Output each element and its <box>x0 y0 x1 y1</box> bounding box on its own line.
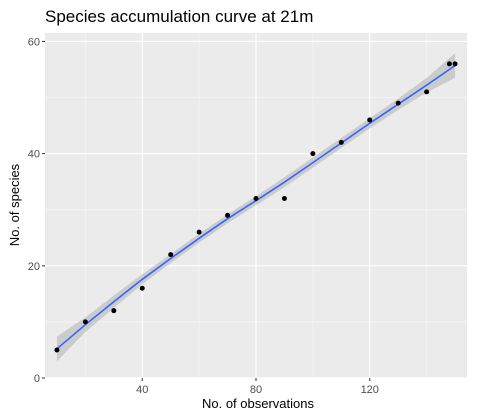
x-axis-label: No. of observations <box>202 396 315 411</box>
x-axis-ticks: 40 80 120 <box>136 378 379 396</box>
data-point <box>253 195 259 201</box>
data-point <box>111 308 117 314</box>
data-point <box>310 151 316 157</box>
data-point <box>367 117 373 123</box>
data-point <box>281 195 287 201</box>
y-axis-ticks: 0 20 40 60 <box>28 36 45 385</box>
confidence-ribbon <box>56 53 456 362</box>
data-point <box>452 61 458 67</box>
x-tick-label: 120 <box>361 384 379 396</box>
y-tick-label: 40 <box>28 149 40 161</box>
data-point <box>424 89 430 95</box>
data-point <box>139 285 145 291</box>
y-axis-label: No. of species <box>7 163 22 246</box>
y-tick-label: 20 <box>28 261 40 273</box>
y-tick-label: 0 <box>34 373 40 385</box>
data-point <box>196 229 202 235</box>
data-point <box>395 100 401 106</box>
data-points <box>54 61 458 353</box>
data-point <box>446 61 452 67</box>
x-tick-label: 40 <box>136 384 148 396</box>
y-tick-label: 60 <box>28 36 40 48</box>
data-point <box>338 139 344 145</box>
data-point <box>54 347 60 353</box>
x-tick-label: 80 <box>250 384 262 396</box>
data-point <box>168 252 174 258</box>
chart-title: Species accumulation curve at 21m <box>45 7 313 26</box>
data-point <box>82 319 88 325</box>
data-point <box>225 212 231 218</box>
